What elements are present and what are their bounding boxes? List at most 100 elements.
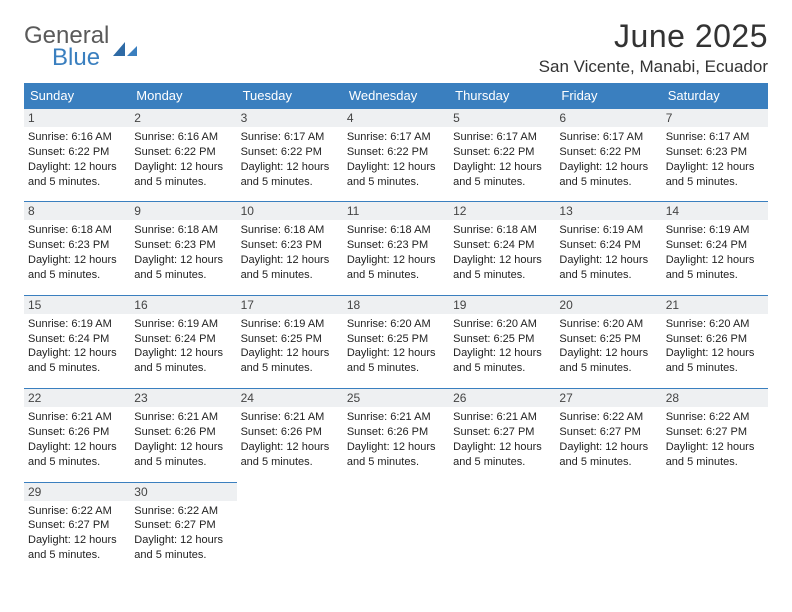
sunrise-text: Sunrise: 6:22 AM — [559, 410, 657, 425]
logo-sail-icon — [111, 40, 139, 58]
daylight-text: Daylight: 12 hours — [347, 160, 445, 175]
daylight-text: and 5 minutes. — [347, 268, 445, 283]
calendar-day-cell: 11Sunrise: 6:18 AMSunset: 6:23 PMDayligh… — [343, 201, 449, 288]
daylight-text: Daylight: 12 hours — [28, 440, 126, 455]
sunset-text: Sunset: 6:26 PM — [134, 425, 232, 440]
day-number: 21 — [662, 296, 768, 314]
sunset-text: Sunset: 6:27 PM — [453, 425, 551, 440]
calendar-day-cell: 28Sunrise: 6:22 AMSunset: 6:27 PMDayligh… — [662, 388, 768, 475]
weekday-heading: Tuesday — [237, 83, 343, 108]
daylight-text: and 5 minutes. — [241, 361, 339, 376]
day-content: 19Sunrise: 6:20 AMSunset: 6:25 PMDayligh… — [449, 295, 555, 382]
daylight-text: and 5 minutes. — [453, 455, 551, 470]
daylight-text: and 5 minutes. — [28, 361, 126, 376]
sunrise-text: Sunrise: 6:19 AM — [134, 317, 232, 332]
day-number: 3 — [237, 109, 343, 127]
day-content: 20Sunrise: 6:20 AMSunset: 6:25 PMDayligh… — [555, 295, 661, 382]
daylight-text: Daylight: 12 hours — [453, 346, 551, 361]
day-number: 26 — [449, 389, 555, 407]
sunset-text: Sunset: 6:24 PM — [134, 332, 232, 347]
header: General Blue June 2025 San Vicente, Mana… — [24, 18, 768, 77]
title-block: June 2025 San Vicente, Manabi, Ecuador — [539, 18, 768, 77]
sunrise-text: Sunrise: 6:22 AM — [666, 410, 764, 425]
daylight-text: and 5 minutes. — [559, 361, 657, 376]
sunset-text: Sunset: 6:26 PM — [666, 332, 764, 347]
day-number: 17 — [237, 296, 343, 314]
day-number: 7 — [662, 109, 768, 127]
calendar-day-cell: 17Sunrise: 6:19 AMSunset: 6:25 PMDayligh… — [237, 295, 343, 382]
sunset-text: Sunset: 6:23 PM — [347, 238, 445, 253]
sunset-text: Sunset: 6:27 PM — [28, 518, 126, 533]
sunset-text: Sunset: 6:22 PM — [559, 145, 657, 160]
calendar-day-cell: 29Sunrise: 6:22 AMSunset: 6:27 PMDayligh… — [24, 482, 130, 569]
day-content: 18Sunrise: 6:20 AMSunset: 6:25 PMDayligh… — [343, 295, 449, 382]
daylight-text: and 5 minutes. — [28, 268, 126, 283]
day-number: 13 — [555, 202, 661, 220]
sunset-text: Sunset: 6:22 PM — [134, 145, 232, 160]
calendar-week-row: 8Sunrise: 6:18 AMSunset: 6:23 PMDaylight… — [24, 201, 768, 288]
sunset-text: Sunset: 6:27 PM — [134, 518, 232, 533]
daylight-text: and 5 minutes. — [347, 361, 445, 376]
weekday-heading: Sunday — [24, 83, 130, 108]
calendar-day-cell: 21Sunrise: 6:20 AMSunset: 6:26 PMDayligh… — [662, 295, 768, 382]
sunset-text: Sunset: 6:25 PM — [559, 332, 657, 347]
calendar-day-cell — [343, 482, 449, 569]
day-content: 9Sunrise: 6:18 AMSunset: 6:23 PMDaylight… — [130, 201, 236, 288]
weekday-heading: Thursday — [449, 83, 555, 108]
day-number: 22 — [24, 389, 130, 407]
weekday-heading: Monday — [130, 83, 236, 108]
calendar-day-cell: 14Sunrise: 6:19 AMSunset: 6:24 PMDayligh… — [662, 201, 768, 288]
daylight-text: and 5 minutes. — [28, 548, 126, 563]
day-content: 24Sunrise: 6:21 AMSunset: 6:26 PMDayligh… — [237, 388, 343, 475]
sunset-text: Sunset: 6:25 PM — [347, 332, 445, 347]
calendar-day-cell: 24Sunrise: 6:21 AMSunset: 6:26 PMDayligh… — [237, 388, 343, 475]
day-content: 25Sunrise: 6:21 AMSunset: 6:26 PMDayligh… — [343, 388, 449, 475]
day-number: 8 — [24, 202, 130, 220]
daylight-text: and 5 minutes. — [241, 175, 339, 190]
sunrise-text: Sunrise: 6:18 AM — [134, 223, 232, 238]
daylight-text: and 5 minutes. — [559, 175, 657, 190]
day-content: 28Sunrise: 6:22 AMSunset: 6:27 PMDayligh… — [662, 388, 768, 475]
daylight-text: and 5 minutes. — [134, 268, 232, 283]
daylight-text: and 5 minutes. — [347, 455, 445, 470]
sunrise-text: Sunrise: 6:20 AM — [347, 317, 445, 332]
sunset-text: Sunset: 6:26 PM — [28, 425, 126, 440]
day-content: 27Sunrise: 6:22 AMSunset: 6:27 PMDayligh… — [555, 388, 661, 475]
sunset-text: Sunset: 6:23 PM — [666, 145, 764, 160]
sunrise-text: Sunrise: 6:20 AM — [453, 317, 551, 332]
sunrise-text: Sunrise: 6:16 AM — [134, 130, 232, 145]
day-number: 28 — [662, 389, 768, 407]
daylight-text: Daylight: 12 hours — [28, 533, 126, 548]
daylight-text: Daylight: 12 hours — [559, 440, 657, 455]
daylight-text: Daylight: 12 hours — [666, 346, 764, 361]
calendar-day-cell: 27Sunrise: 6:22 AMSunset: 6:27 PMDayligh… — [555, 388, 661, 475]
sunrise-text: Sunrise: 6:21 AM — [28, 410, 126, 425]
day-number: 25 — [343, 389, 449, 407]
calendar-day-cell: 1Sunrise: 6:16 AMSunset: 6:22 PMDaylight… — [24, 108, 130, 195]
daylight-text: Daylight: 12 hours — [241, 440, 339, 455]
day-content: 13Sunrise: 6:19 AMSunset: 6:24 PMDayligh… — [555, 201, 661, 288]
day-content: 10Sunrise: 6:18 AMSunset: 6:23 PMDayligh… — [237, 201, 343, 288]
day-content: 21Sunrise: 6:20 AMSunset: 6:26 PMDayligh… — [662, 295, 768, 382]
weekday-heading: Friday — [555, 83, 661, 108]
calendar-day-cell: 15Sunrise: 6:19 AMSunset: 6:24 PMDayligh… — [24, 295, 130, 382]
calendar-day-cell: 2Sunrise: 6:16 AMSunset: 6:22 PMDaylight… — [130, 108, 236, 195]
sunrise-text: Sunrise: 6:21 AM — [347, 410, 445, 425]
calendar-day-cell: 20Sunrise: 6:20 AMSunset: 6:25 PMDayligh… — [555, 295, 661, 382]
day-number: 5 — [449, 109, 555, 127]
daylight-text: Daylight: 12 hours — [347, 346, 445, 361]
weekday-header-row: Sunday Monday Tuesday Wednesday Thursday… — [24, 83, 768, 108]
daylight-text: and 5 minutes. — [134, 455, 232, 470]
weekday-heading: Wednesday — [343, 83, 449, 108]
sunset-text: Sunset: 6:26 PM — [347, 425, 445, 440]
day-number: 19 — [449, 296, 555, 314]
sunset-text: Sunset: 6:22 PM — [453, 145, 551, 160]
calendar-week-row: 1Sunrise: 6:16 AMSunset: 6:22 PMDaylight… — [24, 108, 768, 195]
sunset-text: Sunset: 6:22 PM — [28, 145, 126, 160]
daylight-text: and 5 minutes. — [28, 175, 126, 190]
daylight-text: and 5 minutes. — [559, 268, 657, 283]
sunset-text: Sunset: 6:23 PM — [28, 238, 126, 253]
sunrise-text: Sunrise: 6:19 AM — [666, 223, 764, 238]
calendar-day-cell: 25Sunrise: 6:21 AMSunset: 6:26 PMDayligh… — [343, 388, 449, 475]
sunrise-text: Sunrise: 6:19 AM — [559, 223, 657, 238]
